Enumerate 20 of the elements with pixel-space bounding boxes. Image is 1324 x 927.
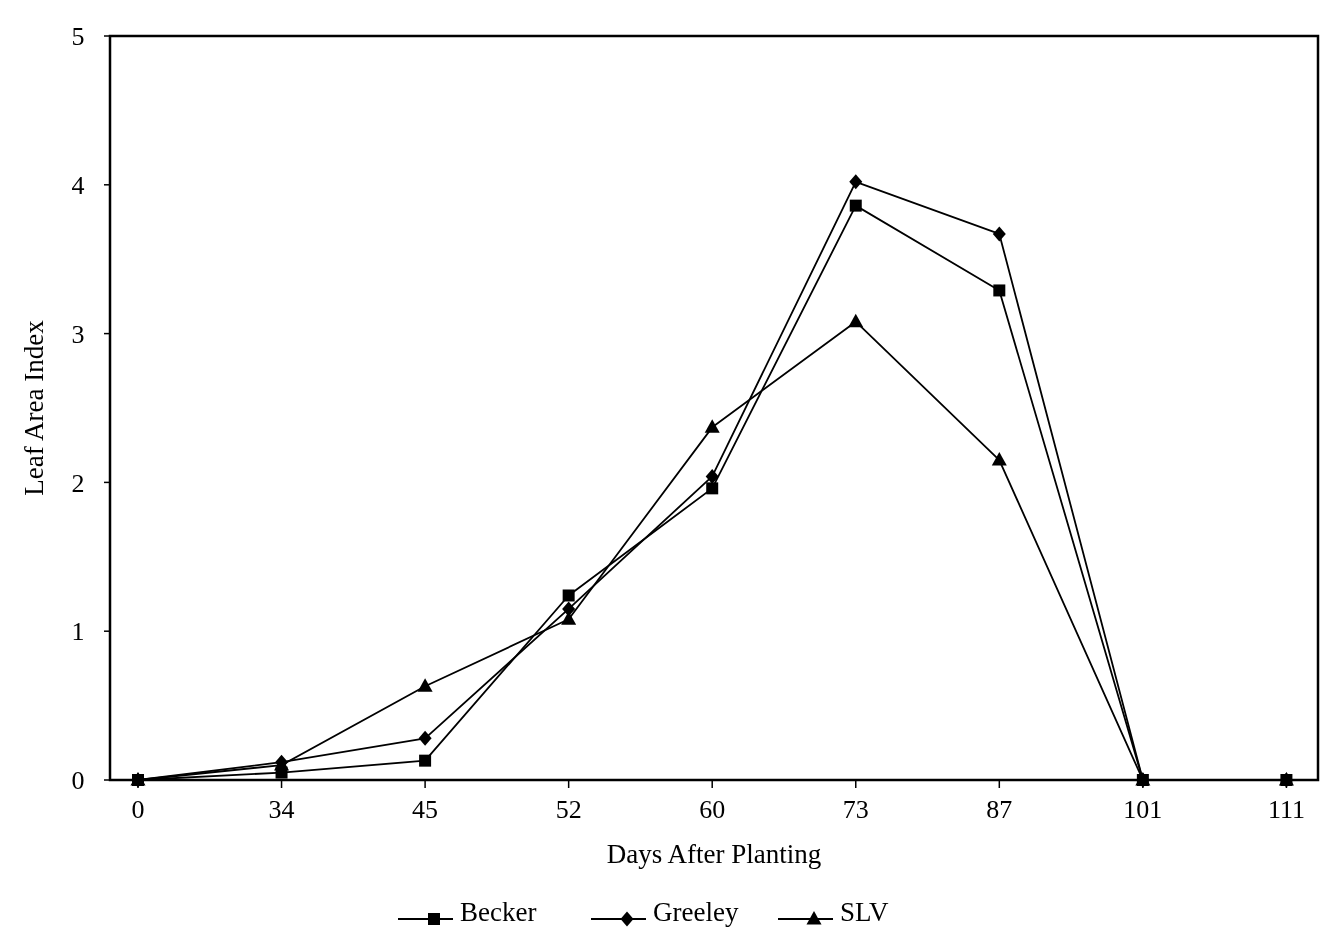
legend-label: Greeley [653, 897, 739, 927]
x-tick-label: 52 [555, 795, 582, 824]
x-tick-label: 73 [842, 795, 869, 824]
x-tick-label: 45 [412, 795, 439, 824]
y-tick-label: 1 [71, 617, 85, 647]
y-axis-title: Leaf Area Index [19, 319, 49, 496]
legend-label: Becker [460, 897, 537, 927]
x-tick-label: 34 [268, 795, 295, 824]
y-tick-label: 3 [71, 319, 85, 349]
x-tick-label: 0 [131, 795, 145, 824]
y-tick-label: 2 [71, 468, 85, 498]
y-tick-label: 4 [71, 170, 85, 200]
x-tick-label: 87 [986, 795, 1013, 824]
x-axis-title: Days After Planting [606, 839, 822, 869]
x-tick-label: 60 [699, 795, 726, 824]
legend-label: SLV [840, 897, 890, 927]
x-tick-label: 111 [1267, 795, 1305, 824]
y-tick-label: 0 [71, 766, 85, 796]
y-tick-label: 5 [71, 22, 85, 52]
x-tick-label: 101 [1123, 795, 1163, 824]
